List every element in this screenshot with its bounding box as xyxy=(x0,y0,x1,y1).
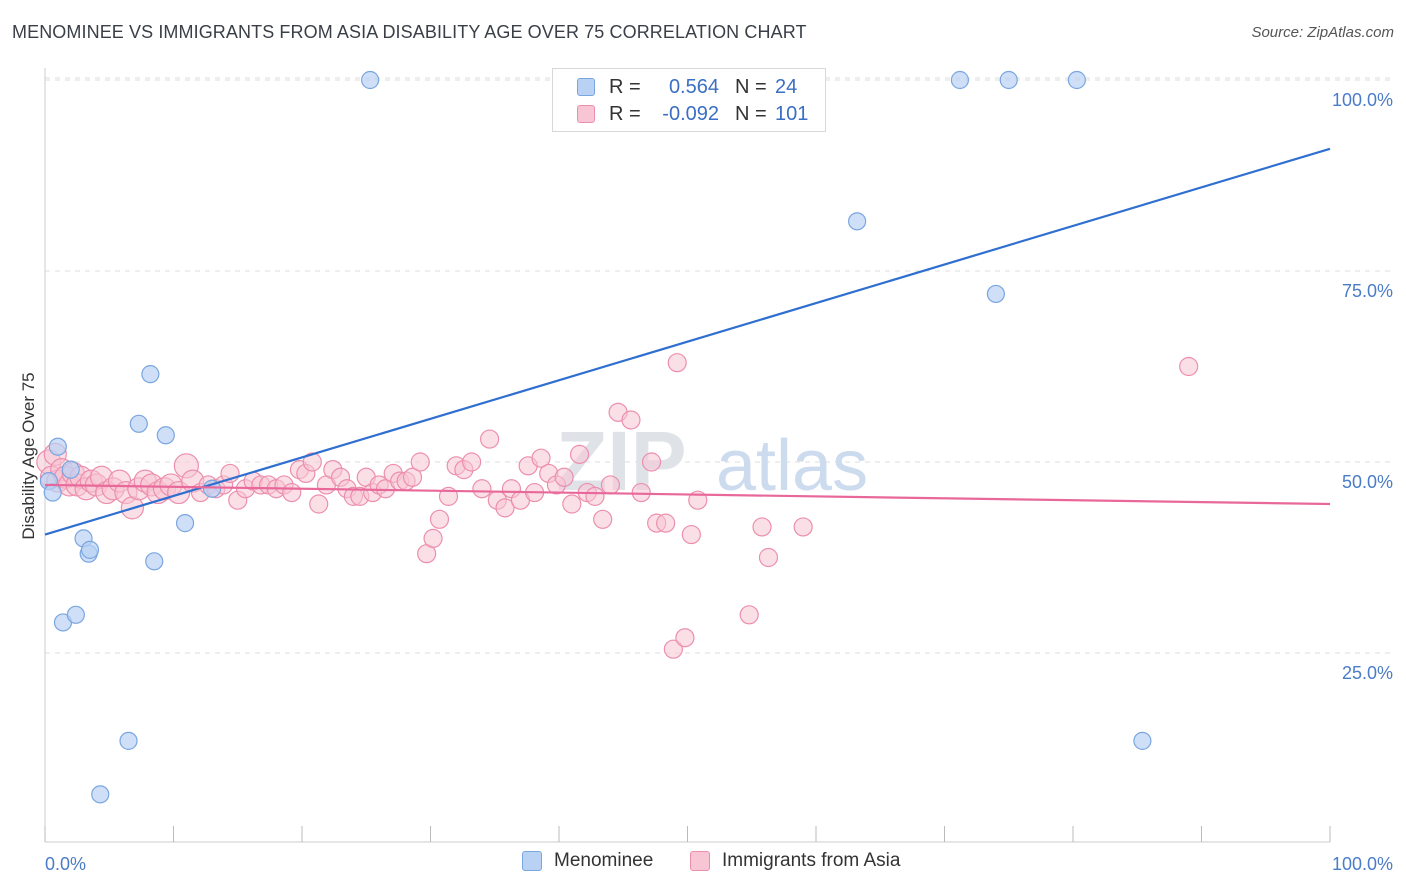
menominee-point xyxy=(66,605,85,624)
immigrants-point xyxy=(562,494,582,514)
immigrants-point xyxy=(402,467,423,487)
menominee-point xyxy=(91,785,110,804)
immigrants-point xyxy=(758,547,779,568)
immigrants-point xyxy=(302,452,322,472)
y-tick-labels: 25.0% 50.0% 75.0% 100.0% xyxy=(1332,90,1393,683)
menominee-point xyxy=(129,414,148,433)
correlation-legend: R = 0.564 N = 24 R = -0.092 N = 101 xyxy=(552,68,826,132)
immigrants-point xyxy=(656,513,676,533)
immigrants-point xyxy=(423,528,443,549)
legend-label-immigrants: Immigrants from Asia xyxy=(722,850,901,871)
legend-row-immigrants: R = -0.092 N = 101 xyxy=(577,101,808,127)
menominee-point xyxy=(1133,731,1152,750)
menominee-point xyxy=(145,552,164,571)
menominee-point xyxy=(986,284,1006,304)
legend-r-label: R = xyxy=(609,102,641,125)
legend-n-value: 101 xyxy=(775,102,809,125)
legend-n-label: N = xyxy=(735,75,767,98)
menominee-trend-line xyxy=(44,147,1331,536)
y-tick-label: 75.0% xyxy=(1342,281,1393,301)
legend-item-menominee: Menominee xyxy=(522,850,653,872)
menominee-point xyxy=(361,70,380,90)
source-attribution: Source: ZipAtlas.com xyxy=(1251,24,1394,41)
legend-n-value: 24 xyxy=(775,75,798,98)
legend-swatch-blue xyxy=(522,851,542,871)
x-tick-label: 100.0% xyxy=(1332,854,1393,874)
immigrants-point xyxy=(429,509,450,529)
immigrants-point xyxy=(309,494,329,514)
immigrants-point xyxy=(531,448,551,468)
x-tick-labels: 0.0% 100.0% xyxy=(45,854,1393,874)
y-tick-label: 100.0% xyxy=(1332,90,1393,110)
immigrants-trend-line xyxy=(44,483,1331,506)
legend-swatch-blue xyxy=(577,78,595,96)
x-tick-label: 0.0% xyxy=(45,854,86,874)
immigrants-point xyxy=(569,444,590,464)
legend-row-menominee: R = 0.564 N = 24 xyxy=(577,74,797,100)
legend-swatch-pink xyxy=(577,105,595,123)
immigrants-point xyxy=(752,517,772,537)
menominee-point xyxy=(43,483,62,502)
trend-lines xyxy=(44,147,1331,536)
immigrants-point xyxy=(495,498,515,518)
chart-title: MENOMINEE VS IMMIGRANTS FROM ASIA DISABI… xyxy=(12,22,807,42)
immigrants-point xyxy=(472,479,492,499)
axes xyxy=(44,68,1331,843)
menominee-points xyxy=(39,70,1152,804)
legend-r-value: -0.092 xyxy=(662,102,719,125)
legend-item-immigrants: Immigrants from Asia xyxy=(690,850,900,872)
menominee-point xyxy=(80,540,100,559)
immigrants-point xyxy=(480,429,500,449)
immigrants-point xyxy=(621,410,641,430)
immigrants-point xyxy=(641,452,662,472)
menominee-point xyxy=(202,479,222,498)
menominee-point xyxy=(156,426,175,445)
legend-r-label: R = xyxy=(609,75,641,98)
immigrants-point xyxy=(410,452,430,472)
y-tick-label: 50.0% xyxy=(1342,472,1393,492)
watermark: ZIP atlas xyxy=(556,414,868,508)
legend-n-label: N = xyxy=(735,102,767,125)
menominee-point xyxy=(950,70,970,90)
watermark-atlas: atlas xyxy=(716,426,868,506)
immigrants-point xyxy=(663,639,683,659)
immigrants-point xyxy=(585,486,605,506)
immigrants-point xyxy=(667,353,687,373)
series-legend: Menominee Immigrants from Asia xyxy=(0,850,1406,878)
immigrants-point xyxy=(593,509,613,529)
menominee-point xyxy=(999,70,1018,90)
immigrants-point xyxy=(462,452,482,472)
menominee-point xyxy=(119,731,138,750)
immigrants-point xyxy=(554,467,574,487)
legend-r-value: 0.564 xyxy=(668,75,719,98)
immigrants-point xyxy=(1179,356,1199,377)
menominee-point xyxy=(175,514,195,533)
y-tick-label: 25.0% xyxy=(1342,663,1393,683)
menominee-point xyxy=(1067,70,1086,90)
menominee-point xyxy=(848,212,867,231)
immigrants-point xyxy=(681,524,701,545)
immigrants-point xyxy=(631,482,651,503)
immigrants-point xyxy=(282,482,302,503)
menominee-point xyxy=(48,437,67,456)
immigrants-point xyxy=(739,605,759,625)
legend-label-menominee: Menominee xyxy=(554,850,654,871)
legend-swatch-pink xyxy=(690,851,710,871)
immigrants-point xyxy=(600,475,621,495)
y-axis-label: Disability Age Over 75 xyxy=(19,372,38,539)
menominee-point xyxy=(61,460,80,479)
menominee-point xyxy=(141,365,160,384)
immigrants-point xyxy=(675,628,695,648)
immigrants-point xyxy=(793,517,813,537)
